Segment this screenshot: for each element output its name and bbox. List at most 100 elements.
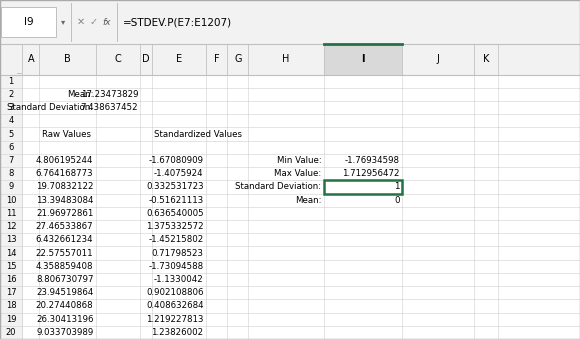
Text: 4: 4 [8, 116, 14, 125]
Text: 0.71798523: 0.71798523 [151, 248, 204, 258]
Bar [152, 44, 206, 75]
Bar [0, 273, 22, 286]
Bar [0, 233, 580, 246]
Bar [0, 141, 580, 154]
Text: 27.46533867: 27.46533867 [36, 222, 93, 231]
Bar [0, 180, 580, 194]
Bar [0, 114, 580, 127]
Bar [0, 0, 580, 44]
Bar [0, 75, 580, 88]
Text: 15: 15 [6, 262, 16, 271]
Text: 1: 1 [8, 77, 14, 86]
Text: 19: 19 [6, 315, 16, 324]
Text: I: I [361, 54, 365, 64]
Text: 9: 9 [8, 182, 14, 192]
Bar [402, 44, 474, 75]
Text: 12: 12 [6, 222, 16, 231]
Text: -1.1330042: -1.1330042 [154, 275, 204, 284]
Bar [0, 167, 580, 180]
Text: 4.358859408: 4.358859408 [36, 262, 93, 271]
Bar [0, 167, 22, 180]
Text: 13.39483084: 13.39483084 [36, 196, 93, 205]
Text: -1.45215802: -1.45215802 [148, 235, 204, 244]
Bar [0, 220, 22, 233]
Bar [0, 101, 580, 114]
Text: 8: 8 [8, 169, 14, 178]
Bar [0, 220, 580, 233]
Text: Mean:: Mean: [67, 90, 93, 99]
Text: 26.30413196: 26.30413196 [36, 315, 93, 324]
Bar [0, 246, 22, 260]
Text: 14: 14 [6, 248, 16, 258]
Text: Max Value:: Max Value: [274, 169, 321, 178]
Bar [39, 44, 96, 75]
Bar [1, 7, 56, 37]
Text: 0.636540005: 0.636540005 [146, 209, 204, 218]
Text: 7.438637452: 7.438637452 [81, 103, 138, 112]
Bar [0, 326, 580, 339]
Bar [0, 313, 22, 326]
Text: 18: 18 [6, 301, 16, 311]
Bar [0, 44, 580, 75]
Text: fx: fx [103, 18, 111, 26]
Text: -1.4075924: -1.4075924 [154, 169, 204, 178]
Text: -1.67080909: -1.67080909 [148, 156, 204, 165]
Text: 1.23826002: 1.23826002 [151, 328, 204, 337]
Text: 8.806730797: 8.806730797 [36, 275, 93, 284]
Text: J: J [437, 54, 440, 64]
Bar [0, 114, 22, 127]
Text: ✓: ✓ [90, 17, 98, 27]
Text: 22.57557011: 22.57557011 [36, 248, 93, 258]
Text: 0.332531723: 0.332531723 [146, 182, 204, 192]
Text: F: F [214, 54, 219, 64]
Text: D: D [142, 54, 150, 64]
Text: Standard Deviation:: Standard Deviation: [8, 103, 93, 112]
Bar [0, 326, 22, 339]
Text: 21.96972861: 21.96972861 [36, 209, 93, 218]
Bar [0, 299, 580, 313]
Text: Mean:: Mean: [295, 196, 321, 205]
Text: 16: 16 [6, 275, 16, 284]
Text: Raw Values: Raw Values [42, 129, 90, 139]
Bar [0, 127, 22, 141]
Text: 0: 0 [394, 196, 400, 205]
Text: 11: 11 [6, 209, 16, 218]
Text: =STDEV.P(E7:E1207): =STDEV.P(E7:E1207) [123, 17, 232, 27]
Text: 17: 17 [6, 288, 16, 297]
Bar [0, 207, 580, 220]
Text: 1: 1 [394, 182, 400, 192]
Text: 6: 6 [8, 143, 14, 152]
Bar [0, 260, 22, 273]
Bar [0, 127, 580, 141]
Text: 1.219227813: 1.219227813 [146, 315, 204, 324]
Bar [0, 233, 22, 246]
Bar [324, 44, 402, 75]
Text: Min Value:: Min Value: [277, 156, 321, 165]
Text: 9.033703989: 9.033703989 [36, 328, 93, 337]
Text: C: C [115, 54, 121, 64]
Text: B: B [64, 54, 71, 64]
Text: G: G [234, 54, 241, 64]
Text: 10: 10 [6, 196, 16, 205]
Text: 13: 13 [6, 235, 16, 244]
Text: 1.712956472: 1.712956472 [342, 169, 400, 178]
Bar [0, 313, 580, 326]
Bar [0, 88, 580, 101]
Bar [0, 180, 22, 194]
Text: 1.375332572: 1.375332572 [146, 222, 204, 231]
Bar [0, 260, 580, 273]
Bar [474, 44, 498, 75]
Bar [0, 286, 580, 299]
Text: 23.94519864: 23.94519864 [36, 288, 93, 297]
Bar [0, 44, 22, 75]
Text: 20: 20 [6, 328, 16, 337]
Bar [227, 44, 248, 75]
Bar [0, 88, 22, 101]
Text: -0.51621113: -0.51621113 [148, 196, 204, 205]
Text: -1.73094588: -1.73094588 [148, 262, 204, 271]
Bar [0, 207, 22, 220]
Bar [324, 180, 402, 194]
Text: 2: 2 [8, 90, 14, 99]
Text: 4.806195244: 4.806195244 [36, 156, 93, 165]
Bar [248, 44, 324, 75]
